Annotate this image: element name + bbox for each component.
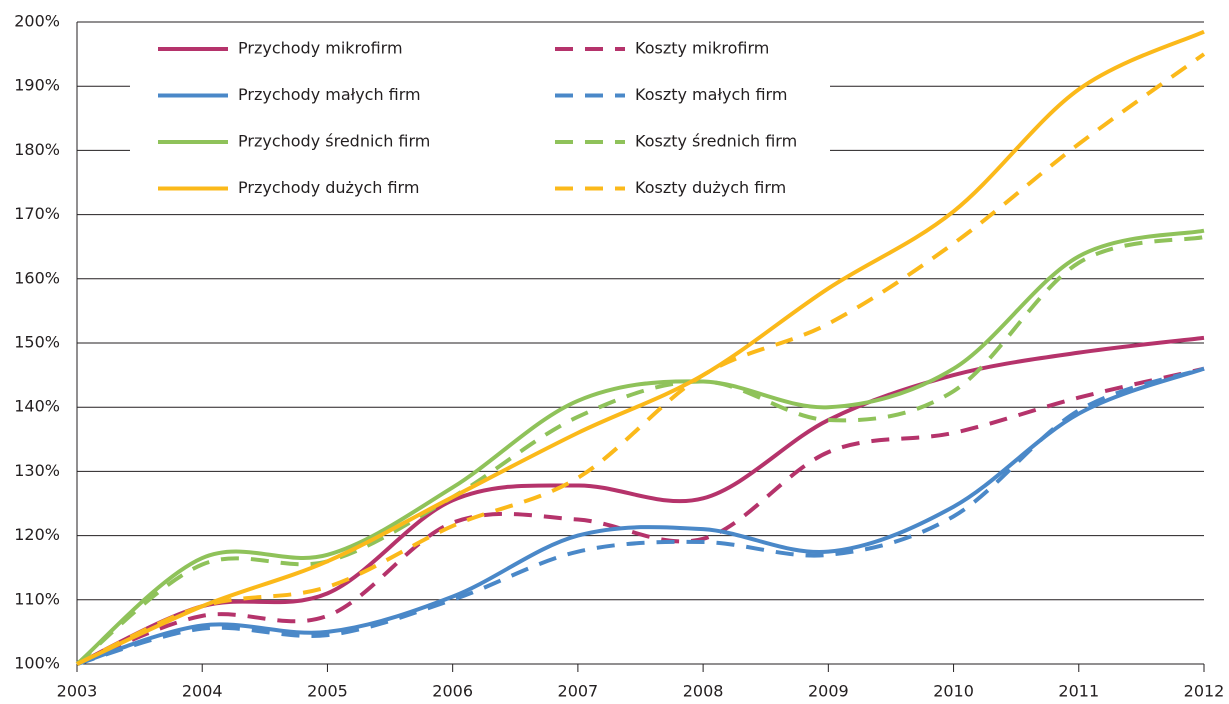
series-line xyxy=(76,335,1205,666)
legend-label: Przychody małych firm xyxy=(238,85,421,104)
y-tick-label: 160% xyxy=(14,268,60,287)
x-tick-label: 2009 xyxy=(808,682,849,701)
y-tick-label: 130% xyxy=(14,461,60,480)
y-tick-label: 140% xyxy=(14,397,60,416)
legend-label: Koszty dużych firm xyxy=(635,178,786,197)
legend-label: Koszty mikrofirm xyxy=(635,39,769,58)
y-tick-label: 200% xyxy=(14,12,60,31)
y-tick-label: 180% xyxy=(14,140,60,159)
x-tick-label: 2011 xyxy=(1058,682,1099,701)
x-tick-label: 2006 xyxy=(432,682,473,701)
series-line xyxy=(76,29,1205,666)
legend-label: Przychody mikrofirm xyxy=(238,39,403,58)
y-tick-label: 120% xyxy=(14,525,60,544)
series-line xyxy=(76,366,1205,666)
y-tick-label: 150% xyxy=(14,333,60,352)
series-line xyxy=(76,366,1205,666)
x-tick-label: 2005 xyxy=(307,682,348,701)
series-line xyxy=(76,52,1206,666)
x-tick-label: 2007 xyxy=(558,682,599,701)
x-tick-label: 2008 xyxy=(683,682,724,701)
series-line xyxy=(75,235,1205,666)
series-line xyxy=(76,366,1205,666)
y-tick-label: 190% xyxy=(14,76,60,95)
legend-label: Koszty małych firm xyxy=(635,85,787,104)
legend-background xyxy=(130,24,830,212)
x-tick-label: 2003 xyxy=(57,682,98,701)
y-tick-label: 110% xyxy=(14,589,60,608)
legend-label: Przychody dużych firm xyxy=(238,178,419,197)
x-tick-label: 2012 xyxy=(1184,682,1225,701)
legend-label: Przychody średnich firm xyxy=(238,132,430,151)
series-line xyxy=(75,228,1205,666)
x-tick-label: 2004 xyxy=(182,682,223,701)
y-tick-label: 100% xyxy=(14,654,60,673)
y-tick-label: 170% xyxy=(14,204,60,223)
legend-label: Koszty średnich firm xyxy=(635,132,797,151)
x-tick-label: 2010 xyxy=(933,682,974,701)
